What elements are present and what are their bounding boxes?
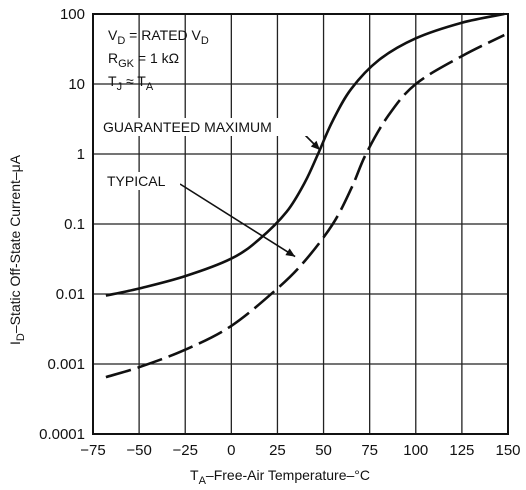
y-tick-label: 1 [77, 146, 85, 163]
typical-label-bg [104, 172, 180, 190]
y-tick-label: 100 [60, 6, 85, 23]
condition-rgk: RGK = 1 kΩ [108, 50, 179, 70]
y-tick-label: 0.001 [47, 356, 85, 373]
x-axis-title: TA–Free-Air Temperature–°C [190, 467, 370, 487]
y-tick-label: 0.0001 [39, 426, 85, 443]
x-tick-label: 25 [269, 442, 286, 459]
guaranteed-maximum-label: GUARANTEED MAXIMUM [103, 119, 272, 135]
typical-label: TYPICAL [107, 173, 166, 189]
y-tick-label: 0.01 [56, 286, 85, 303]
guaranteed-label-bg [100, 118, 308, 136]
typical-arrow-head [285, 248, 296, 257]
tick-labels: −75 −50 −25 0 25 50 75 100 125 150 100 10 1 0.1 0.01 0.… [39, 6, 520, 459]
conditions-block: VD = RATED VD RGK = 1 kΩ TJ ≈ TA [108, 27, 209, 93]
x-tick-label: 125 [449, 442, 474, 459]
y-tick-label: 0.1 [64, 216, 85, 233]
y-axis-title: ID–Static Off-State Current–μA [7, 154, 27, 345]
x-tick-label: −75 [80, 442, 105, 459]
condition-vd: VD = RATED VD [108, 27, 209, 47]
x-tick-label: 0 [227, 442, 235, 459]
x-tick-label: 50 [315, 442, 332, 459]
x-tick-label: −50 [126, 442, 151, 459]
typical-arrow [179, 183, 296, 258]
guaranteed-maximum-arrow-head [310, 140, 321, 150]
series-lines [105, 12, 505, 379]
condition-tj: TJ ≈ TA [108, 73, 154, 93]
x-tick-label: 150 [495, 442, 520, 459]
x-tick-label: −25 [172, 442, 197, 459]
plot-frame [92, 13, 509, 435]
x-tick-label: 100 [403, 442, 428, 459]
series-line-guaranteed-maximum [105, 12, 505, 297]
x-tick-label: 75 [361, 442, 378, 459]
series-line-typical [105, 33, 505, 379]
grid [93, 14, 508, 434]
y-tick-label: 10 [68, 76, 85, 93]
